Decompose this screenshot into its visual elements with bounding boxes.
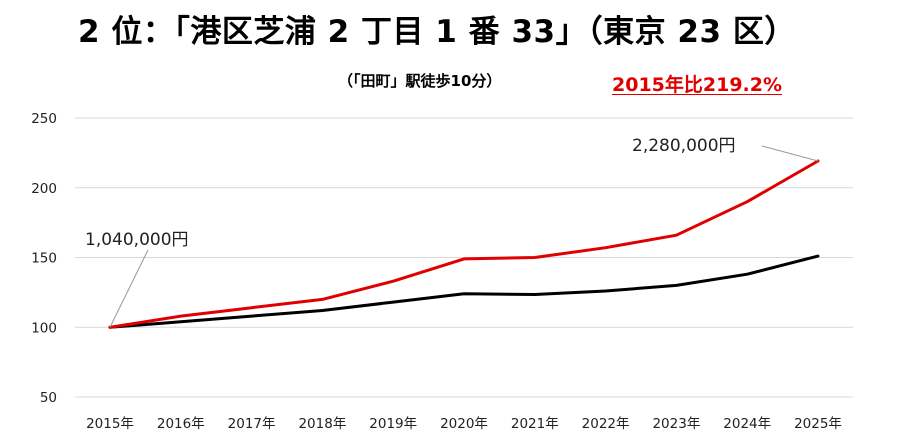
- x-tick-label: 2016年: [157, 416, 205, 432]
- callout-leader: [109, 249, 149, 328]
- growth-highlight: 2015年比219.2%: [612, 74, 783, 96]
- x-tick-label: 2024年: [723, 416, 771, 432]
- x-tick-label: 2018年: [298, 416, 346, 432]
- series-line-red: [108, 159, 820, 329]
- x-tick-label: 2022年: [582, 416, 630, 432]
- x-tick-label: 2023年: [652, 416, 700, 432]
- x-tick-label: 2020年: [440, 416, 488, 432]
- y-tick-label: 150: [31, 251, 57, 267]
- x-tick-label: 2025年: [794, 416, 842, 432]
- x-tick-label: 2017年: [228, 416, 276, 432]
- callout-label: 1,040,000円: [85, 230, 189, 250]
- y-tick-label: 250: [31, 111, 57, 127]
- page-title: 2 位：「港区芝浦 2 丁目 1 番 33」（東京 23 区）: [78, 14, 796, 50]
- callout-leader: [761, 145, 819, 162]
- callout-label: 2,280,000円: [632, 136, 736, 156]
- x-tick-label: 2015年: [86, 416, 134, 432]
- y-tick-label: 200: [31, 181, 57, 197]
- y-tick-label: 100: [31, 320, 57, 336]
- y-tick-label: 50: [40, 390, 57, 406]
- x-tick-label: 2019年: [369, 416, 417, 432]
- x-tick-label: 2021年: [511, 416, 559, 432]
- series-line-black: [108, 254, 820, 329]
- location-subtitle: （「田町」駅徒歩10分）: [338, 72, 502, 90]
